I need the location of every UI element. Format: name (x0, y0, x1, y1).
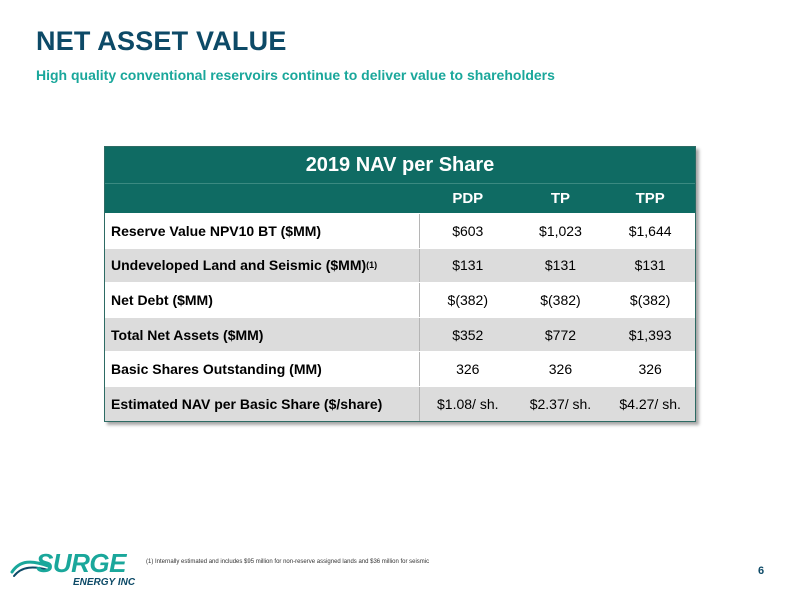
row-label: Undeveloped Land and Seismic ($MM) (1) (105, 248, 420, 283)
cell-tp: 326 (548, 361, 573, 378)
cell-tpp: 326 (638, 361, 662, 378)
cell-tpp: $(382) (629, 291, 671, 308)
table-row: Total Net Assets ($MM) $352 $772 $1,393 (105, 316, 695, 352)
cell-tp: $1,023 (539, 222, 582, 239)
row-label-text: Estimated NAV per Basic Share ($/share) (111, 395, 383, 412)
column-header-tp: TP (550, 190, 571, 207)
row-label: Total Net Assets ($MM) (105, 317, 420, 352)
row-label: Basic Shares Outstanding (MM) (105, 352, 420, 386)
row-label: Estimated NAV per Basic Share ($/share) (105, 386, 420, 421)
row-label: Reserve Value NPV10 BT ($MM) (105, 214, 420, 248)
footnote-marker: (1) (366, 260, 378, 271)
row-label-text: Reserve Value NPV10 BT ($MM) (111, 222, 322, 239)
surge-energy-logo: SURGE ENERGY INC (10, 548, 140, 592)
column-header-tpp: TPP (635, 190, 665, 207)
cell-tp: $131 (544, 257, 577, 274)
row-label-text: Undeveloped Land and Seismic ($MM) (111, 257, 367, 274)
nav-table-header: 2019 NAV per Share PDP TP TPP (105, 147, 695, 213)
cell-tpp: $4.27/ sh. (619, 395, 681, 412)
cell-pdp: $1.08/ sh. (437, 395, 499, 412)
table-row: Net Debt ($MM) $(382) $(382) $(382) (105, 282, 695, 317)
table-row: Reserve Value NPV10 BT ($MM) $603 $1,023… (105, 213, 695, 248)
logo-subtext: ENERGY INC (73, 577, 136, 588)
cell-tp: $2.37/ sh. (529, 395, 592, 412)
column-header-pdp: PDP (452, 190, 484, 207)
cell-tp: $(382) (540, 291, 581, 308)
cell-pdp: $(382) (447, 291, 488, 308)
cell-tpp: $1,393 (628, 326, 672, 343)
table-row: Basic Shares Outstanding (MM) 326 326 32… (105, 351, 695, 386)
nav-table-body: Reserve Value NPV10 BT ($MM) $603 $1,023… (105, 213, 695, 421)
cell-pdp: $131 (452, 257, 484, 274)
row-label-text: Total Net Assets ($MM) (111, 326, 264, 343)
page-number: 6 (758, 565, 765, 577)
row-label-text: Basic Shares Outstanding (MM) (111, 361, 322, 378)
nav-table: 2019 NAV per Share PDP TP TPP Reserve Va… (104, 146, 696, 422)
slide-title: NET ASSET VALUE (36, 26, 287, 56)
table-row: Estimated NAV per Basic Share ($/share) … (105, 385, 695, 421)
logo-wordmark: SURGE (36, 548, 126, 578)
swoosh-icon (10, 560, 50, 577)
cell-pdp: 326 (456, 361, 480, 378)
table-row: Undeveloped Land and Seismic ($MM) (1) $1… (105, 247, 695, 283)
cell-tp: $772 (544, 326, 577, 343)
cell-pdp: $603 (452, 222, 484, 239)
cell-pdp: $352 (452, 326, 484, 343)
nav-table-column-headers: PDP TP TPP (105, 183, 695, 213)
nav-table-title: 2019 NAV per Share (305, 154, 495, 176)
cell-tpp: $131 (634, 257, 666, 274)
cell-tpp: $1,644 (628, 222, 672, 239)
row-label: Net Debt ($MM) (105, 283, 420, 317)
footnote: (1) Internally estimated and includes $9… (146, 559, 430, 565)
slide-subtitle: High quality conventional reservoirs con… (36, 67, 555, 83)
row-label-text: Net Debt ($MM) (111, 291, 213, 308)
